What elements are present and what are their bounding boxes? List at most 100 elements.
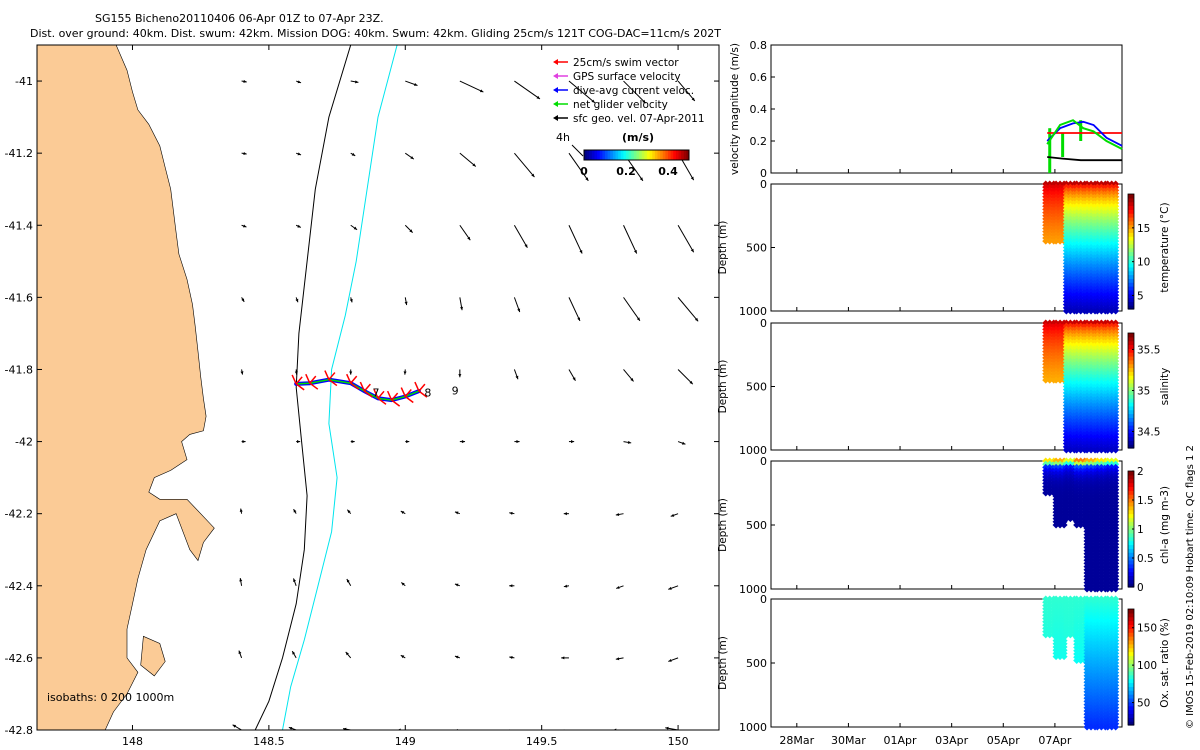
chlorophyll-ytick-label: 0	[760, 455, 767, 468]
legend-swatch-head	[553, 73, 558, 79]
sfc-arrow-head	[571, 440, 575, 444]
legend-entry-label: GPS surface velocity	[573, 71, 681, 83]
colorbar-segment	[652, 150, 656, 160]
track-time-label: 9	[452, 385, 459, 398]
sfc-arrow-shaft	[514, 152, 535, 178]
chlorophyll-colorbar-segment	[1128, 486, 1134, 491]
map-xtick-label: 149	[395, 735, 416, 748]
colorbar-segment	[668, 150, 672, 160]
temperature-colorbar-segment	[1128, 255, 1134, 260]
salinity-ytick-label: 500	[746, 381, 767, 394]
temperature-colorbar-segment	[1128, 205, 1134, 210]
sfc-arrow-head	[288, 726, 293, 730]
sfc-arrow-head	[509, 584, 513, 588]
swim-vector	[404, 389, 412, 398]
legend-entry-label: net glider velocity	[573, 99, 668, 111]
velocity-panel: 0 0.2 0.4 0.6 0.8 velocity magnitude (m/s)	[729, 39, 1123, 180]
sfc-arrow-shaft	[623, 297, 641, 322]
temperature-ctick-label: 5	[1137, 290, 1144, 302]
oxygen-saturation-colorbar-segment	[1128, 651, 1134, 656]
swim-vector	[346, 373, 352, 384]
sfc-arrow	[623, 440, 632, 444]
sfc-arrow-head	[454, 583, 459, 587]
sfc-arrow	[239, 578, 243, 586]
sfc-arrow-head	[633, 250, 637, 254]
sfc-arrow-head	[454, 655, 459, 659]
temperature-ctick-label: 15	[1137, 223, 1150, 235]
sfc-arrow	[349, 369, 353, 375]
colorbar-segment	[639, 150, 643, 160]
oxygen-saturation-colorbar-segment	[1128, 670, 1134, 676]
sfc-arrow	[403, 369, 407, 375]
sfc-arrow	[295, 152, 302, 156]
colorbar-segment	[607, 150, 611, 160]
sfc-arrow-head	[591, 99, 595, 103]
temperature-colorbar-segment	[1128, 197, 1134, 203]
sfc-arrow-head	[346, 579, 350, 583]
oxygen-saturation-ctick-label: 100	[1137, 660, 1157, 672]
sfc-arrow	[459, 297, 464, 311]
sfc-arrow	[513, 297, 521, 313]
sfc-arrow	[459, 152, 477, 167]
sfc-arrow-head	[293, 509, 297, 513]
sfc-arrow-head	[347, 509, 351, 514]
oxygen-saturation-ytick-label: 500	[746, 657, 767, 670]
map-ytick-label: -42.2	[5, 508, 33, 521]
sfc-arrow-head	[615, 657, 620, 661]
sfc-arrow-head	[690, 248, 694, 253]
sfc-arrow	[349, 297, 353, 303]
temperature-panel: 0 500 1000 Depth (m) 5 10 15 temperature (°C)	[717, 178, 1171, 318]
oxygen-saturation-colorbar-frame	[1127, 608, 1135, 726]
swim-vector	[295, 376, 303, 385]
swim-vector	[350, 382, 360, 390]
legend-swatch-head	[553, 115, 558, 121]
oxygen-saturation-colorbar-segment	[1128, 713, 1134, 718]
velocity-ylabel: velocity magnitude (m/s)	[729, 43, 741, 175]
sfc-arrow	[623, 297, 641, 322]
salinity-colorbar-segment	[1128, 340, 1134, 346]
salinity-colorbar-segment	[1128, 356, 1134, 361]
chlorophyll-colorbar-segment	[1128, 513, 1134, 518]
salinity-colorbar-segment	[1128, 432, 1134, 438]
temperature-colorbar-segment	[1128, 297, 1134, 302]
swim-vector	[295, 383, 305, 391]
chlorophyll-ctick-label: 1.5	[1137, 495, 1154, 507]
oxygen-saturation-clabel: Ox. sat. ratio (%)	[1159, 618, 1171, 708]
chlorophyll-colorbar-segment	[1128, 556, 1134, 561]
sfc-arrow-head	[460, 306, 464, 311]
sfc-arrow	[238, 650, 243, 659]
sfc-arrow-head	[292, 651, 296, 655]
temperature-colorbar-segment	[1128, 278, 1134, 283]
sfc-arrow	[240, 369, 244, 375]
chlorophyll-colorbar-segment	[1128, 482, 1134, 488]
sfc-arrow	[291, 650, 297, 659]
sfc-arrow-head	[509, 656, 513, 660]
swim-vector	[377, 397, 387, 405]
sfc-arrow	[293, 508, 297, 514]
sfc-arrow-head	[561, 656, 565, 660]
map-xtick-label: 148.5	[253, 735, 285, 748]
swim-vector	[291, 374, 297, 385]
salinity-ctick-label: 35	[1137, 386, 1150, 398]
temperature-colorbar-segment	[1128, 247, 1134, 253]
map-ytick-label: -41	[15, 75, 33, 88]
colorbar-segment	[649, 150, 653, 160]
chlorophyll-colorbar-segment	[1128, 552, 1134, 557]
oxygen-saturation-colorbar-segment	[1128, 609, 1134, 614]
time-tick-label: 30Mar	[831, 734, 866, 747]
sfc-arrow	[241, 79, 247, 83]
sfc-arrow	[295, 297, 299, 303]
sfc-arrow	[295, 80, 302, 84]
sfc-arrow-head	[668, 658, 672, 662]
oxygen-saturation-colorbar-segment	[1128, 624, 1134, 629]
chlorophyll-colorbar-segment	[1128, 540, 1134, 546]
sfc-arrow-shaft	[623, 80, 646, 104]
colorbar-segment	[612, 150, 616, 160]
sfc-arrow	[514, 80, 541, 100]
sfc-arrow	[241, 297, 245, 303]
temperature-colorbar-segment	[1128, 259, 1134, 264]
track-time-label: 8	[424, 387, 431, 400]
chlorophyll-colorbar-segment	[1128, 521, 1134, 526]
sfc-arrow-head	[297, 440, 301, 444]
chlorophyll-colorbar-segment	[1128, 529, 1134, 534]
